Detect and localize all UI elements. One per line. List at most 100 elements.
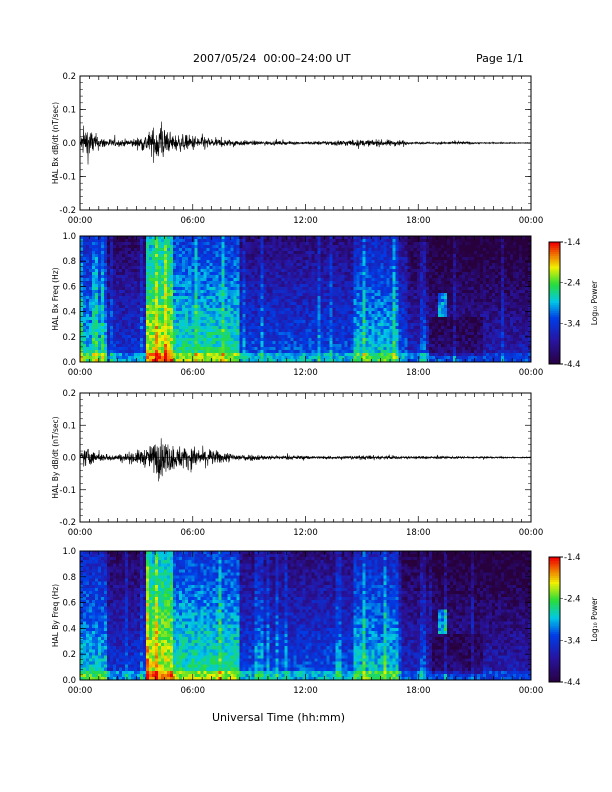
- heatmap-cell: [290, 314, 294, 318]
- heatmap-cell: [290, 317, 294, 321]
- heatmap-cell: [143, 335, 147, 339]
- heatmap-cell: [404, 260, 409, 264]
- heatmap-cell: [101, 302, 105, 306]
- heatmap-cell: [416, 299, 421, 303]
- heatmap-cell: [374, 344, 379, 348]
- heatmap-cell: [134, 290, 138, 294]
- heatmap-cell: [107, 323, 111, 327]
- heatmap-cell: [86, 305, 90, 309]
- heatmap-cell: [158, 257, 162, 261]
- heatmap-cell: [407, 260, 412, 264]
- heatmap-cell: [272, 275, 276, 279]
- heatmap-cell: [200, 260, 204, 264]
- heatmap-cell: [260, 314, 264, 318]
- heatmap-cell: [266, 353, 270, 357]
- heatmap-cell: [143, 359, 147, 363]
- heatmap-cell: [404, 329, 409, 333]
- heatmap-cell: [356, 236, 361, 240]
- heatmap-cell: [191, 338, 195, 342]
- heatmap-cell: [89, 320, 93, 324]
- heatmap-cell: [263, 278, 267, 282]
- heatmap-cell: [389, 305, 394, 309]
- heatmap-cell: [227, 272, 231, 276]
- heatmap-cell: [356, 308, 361, 312]
- heatmap-cell: [269, 293, 273, 297]
- heatmap-cell: [146, 245, 150, 249]
- heatmap-cell: [134, 335, 138, 339]
- heatmap-cell: [260, 266, 264, 270]
- heatmap-cell: [302, 344, 306, 348]
- heatmap-cell: [119, 254, 123, 258]
- heatmap-cell: [422, 254, 427, 258]
- heatmap-cell: [353, 320, 358, 324]
- heatmap-cell: [209, 278, 213, 282]
- heatmap-cell: [296, 323, 300, 327]
- heatmap-cell: [374, 308, 379, 312]
- heatmap-cell: [137, 326, 141, 330]
- heatmap-cell: [212, 290, 216, 294]
- heatmap-cell: [143, 311, 147, 315]
- heatmap-cell: [251, 299, 255, 303]
- heatmap-cell: [293, 311, 297, 315]
- heatmap-cell: [176, 347, 180, 351]
- heatmap-cell: [104, 347, 108, 351]
- heatmap-cell: [83, 359, 87, 363]
- heatmap-cell: [176, 254, 180, 258]
- heatmap-cell: [299, 329, 303, 333]
- heatmap-cell: [362, 347, 367, 351]
- heatmap-cell: [140, 320, 144, 324]
- heatmap-cell: [368, 341, 373, 345]
- heatmap-cell: [299, 308, 303, 312]
- heatmap-cell: [365, 293, 370, 297]
- heatmap-cell: [368, 359, 373, 363]
- heatmap-cell: [101, 254, 105, 258]
- heatmap-cell: [182, 323, 186, 327]
- heatmap-cell: [134, 317, 138, 321]
- heatmap-cell: [134, 356, 138, 360]
- heatmap-cell: [419, 248, 424, 252]
- heatmap-cell: [224, 314, 228, 318]
- heatmap-cell: [389, 245, 394, 249]
- heatmap-cell: [257, 296, 261, 300]
- heatmap-cell: [113, 350, 117, 354]
- heatmap-cell: [221, 344, 225, 348]
- heatmap-cell: [224, 290, 228, 294]
- heatmap-cell: [257, 356, 261, 360]
- heatmap-cell: [254, 293, 258, 297]
- heatmap-cell: [155, 254, 159, 258]
- heatmap-cell: [98, 266, 102, 270]
- heatmap-cell: [275, 245, 279, 249]
- heatmap-cell: [272, 305, 276, 309]
- heatmap-cell: [299, 257, 303, 261]
- heatmap-cell: [377, 341, 382, 345]
- heatmap-cell: [335, 308, 339, 312]
- heatmap-cell: [110, 353, 114, 357]
- heatmap-cell: [275, 317, 279, 321]
- heatmap-cell: [278, 296, 282, 300]
- heatmap-cell: [293, 344, 297, 348]
- heatmap-cell: [98, 323, 102, 327]
- heatmap-cell: [161, 335, 165, 339]
- heatmap-cell: [239, 281, 243, 285]
- heatmap-cell: [380, 344, 385, 348]
- heatmap-cell: [395, 239, 400, 243]
- heatmap-cell: [368, 332, 373, 336]
- heatmap-cell: [110, 257, 114, 261]
- heatmap-cell: [395, 332, 400, 336]
- heatmap-cell: [191, 314, 195, 318]
- heatmap-cell: [140, 341, 144, 345]
- heatmap-cell: [344, 308, 348, 312]
- heatmap-cell: [161, 359, 165, 363]
- heatmap-cell: [320, 245, 324, 249]
- heatmap-cell: [143, 290, 147, 294]
- heatmap-cell: [245, 272, 249, 276]
- heatmap-cell: [392, 344, 397, 348]
- heatmap-cell: [284, 254, 288, 258]
- heatmap-cell: [164, 260, 168, 264]
- heatmap-cell: [80, 293, 84, 297]
- heatmap-cell: [164, 239, 168, 243]
- heatmap-cell: [191, 335, 195, 339]
- heatmap-cell: [98, 302, 102, 306]
- heatmap-cell: [164, 326, 168, 330]
- heatmap-cell: [98, 251, 102, 255]
